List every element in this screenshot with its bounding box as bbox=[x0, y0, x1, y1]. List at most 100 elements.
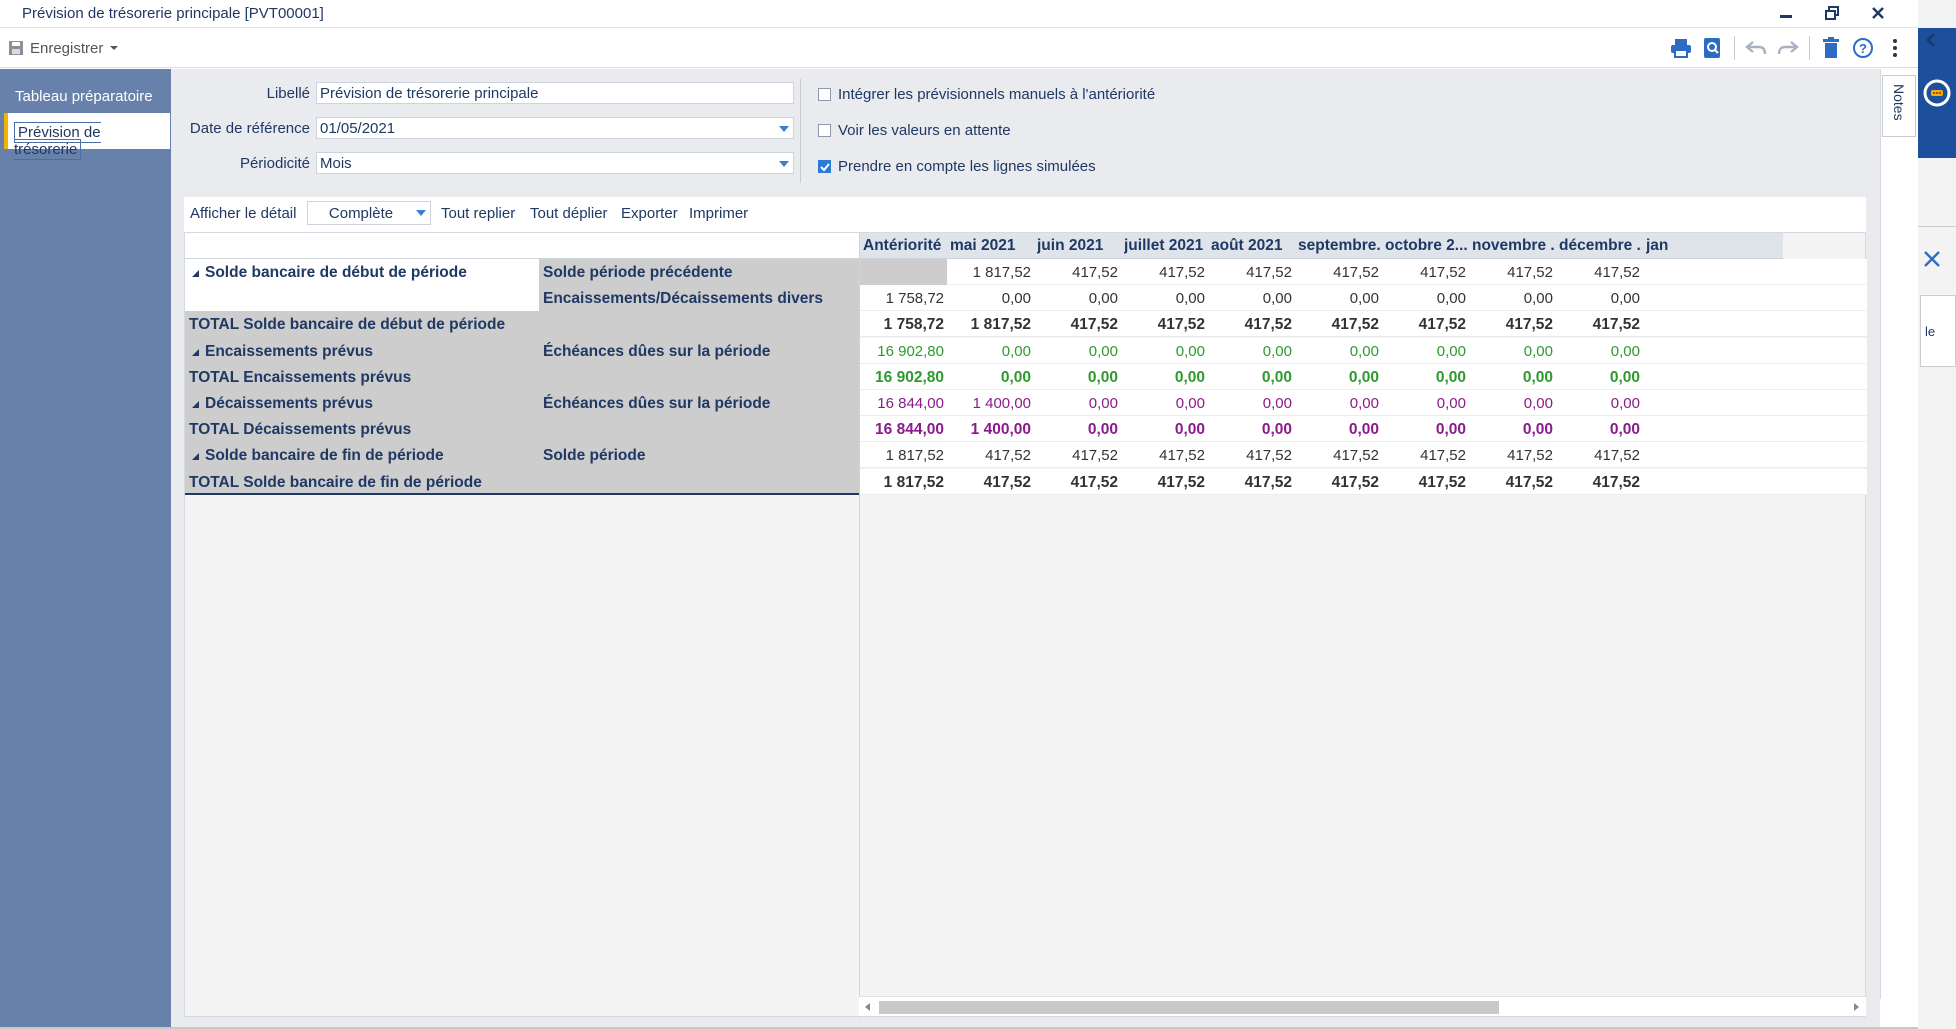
close-panel-icon[interactable] bbox=[1923, 250, 1941, 272]
detail-value: Complète bbox=[328, 205, 394, 222]
checkbox-box[interactable] bbox=[818, 160, 831, 173]
chevron-down-icon[interactable] bbox=[416, 210, 426, 216]
value-cell: 0,00 bbox=[1348, 421, 1379, 439]
row-group-label[interactable]: Solde bancaire de fin de période bbox=[192, 447, 444, 465]
detail-select[interactable]: Complète bbox=[307, 201, 431, 225]
value-cell: 417,52 bbox=[1331, 473, 1379, 491]
value-cell: 0,00 bbox=[1349, 342, 1379, 360]
column-header[interactable]: juin 2021 bbox=[1034, 233, 1121, 259]
column-header[interactable]: mai 2021 bbox=[947, 233, 1034, 259]
libelle-label: Libellé bbox=[266, 85, 310, 102]
chevron-down-icon[interactable] bbox=[779, 126, 789, 132]
collapse-triangle-icon[interactable] bbox=[192, 395, 199, 413]
print-preview-icon[interactable] bbox=[1700, 35, 1726, 61]
tout-deplier-link[interactable]: Tout déplier bbox=[530, 205, 608, 222]
save-button[interactable]: Enregistrer bbox=[8, 36, 119, 60]
column-header-label: août 2021 bbox=[1211, 237, 1283, 254]
more-options-icon[interactable] bbox=[1882, 35, 1908, 61]
redo-icon[interactable] bbox=[1775, 35, 1801, 61]
row-group-label[interactable]: Décaissements prévus bbox=[192, 395, 373, 413]
print-icon[interactable] bbox=[1668, 35, 1694, 61]
sidebar-item-label: Prévision de trésorerie bbox=[14, 122, 101, 160]
column-header[interactable]: décembre ... bbox=[1556, 233, 1643, 259]
horizontal-scrollbar[interactable] bbox=[859, 996, 1866, 1016]
side-panel: le bbox=[1918, 0, 1956, 1029]
right-panel bbox=[1880, 69, 1918, 999]
periodicite-select[interactable]: Mois bbox=[316, 152, 794, 174]
actions-bar: Afficher le détail Complète Tout replier… bbox=[184, 197, 1866, 232]
value-cell: 1 400,00 bbox=[972, 395, 1031, 412]
table-row: 16 902,80 0,00 0,00 0,00 0,00 0,00 0,00 0,00 0,0… bbox=[860, 337, 1867, 364]
value-cell: 0,00 bbox=[1436, 342, 1466, 360]
row-label-text: TOTAL Solde bancaire de fin de période bbox=[189, 473, 482, 491]
window-title: Prévision de trésorerie principale [PVT0… bbox=[22, 5, 324, 22]
checkbox-integrer-previsionnels[interactable]: Intégrer les prévisionnels manuels à l'a… bbox=[818, 86, 1155, 103]
checkbox-box[interactable] bbox=[818, 88, 831, 101]
sidebar-item-label: Tableau préparatoire bbox=[15, 88, 153, 105]
collapse-triangle-icon[interactable] bbox=[192, 343, 199, 361]
column-header[interactable]: jan bbox=[1643, 233, 1683, 259]
scroll-left-icon[interactable] bbox=[865, 1003, 871, 1011]
minimize-icon[interactable] bbox=[1772, 2, 1800, 26]
value-cell: 417,52 bbox=[1072, 447, 1118, 465]
chevron-left-icon[interactable] bbox=[1926, 33, 1936, 51]
svg-text:?: ? bbox=[1859, 41, 1867, 56]
imprimer-link[interactable]: Imprimer bbox=[689, 205, 749, 222]
value-cell: 0,00 bbox=[1001, 290, 1031, 308]
undo-icon[interactable] bbox=[1743, 35, 1769, 61]
value-cell: 0,00 bbox=[1435, 421, 1466, 439]
column-header-label: Antériorité bbox=[863, 237, 942, 254]
checkbox-lignes-simulees[interactable]: Prendre en compte les lignes simulées bbox=[818, 158, 1096, 175]
notes-tab[interactable]: Notes bbox=[1882, 75, 1916, 137]
checkbox-label: Prendre en compte les lignes simulées bbox=[838, 158, 1096, 175]
value-cell: 0,00 bbox=[1609, 368, 1640, 386]
value-cell: 417,52 bbox=[1070, 473, 1118, 491]
values-area: Antériorité mai 2021 juin 2021 juillet 2021… bbox=[859, 233, 1867, 1018]
app-logo-icon[interactable] bbox=[1922, 78, 1952, 112]
scrollbar-thumb[interactable] bbox=[879, 1001, 1499, 1014]
delete-icon[interactable] bbox=[1818, 35, 1844, 61]
checkbox-voir-valeurs-attente[interactable]: Voir les valeurs en attente bbox=[818, 122, 1011, 139]
column-header-label: novembre ... bbox=[1472, 237, 1555, 254]
row-group-label[interactable]: Solde bancaire de début de période bbox=[192, 264, 467, 282]
value-cell: 1 817,52 bbox=[972, 264, 1031, 281]
help-icon[interactable]: ? bbox=[1850, 35, 1876, 61]
restore-icon[interactable] bbox=[1818, 2, 1846, 26]
collapse-triangle-icon[interactable] bbox=[192, 264, 199, 282]
value-cell: 417,52 bbox=[1333, 447, 1379, 465]
column-header[interactable]: juillet 2021 bbox=[1121, 233, 1208, 259]
exporter-link[interactable]: Exporter bbox=[621, 205, 678, 222]
column-header[interactable]: novembre ... bbox=[1469, 233, 1556, 259]
value-cell: 1 758,72 bbox=[883, 316, 944, 334]
row-label-text: TOTAL Décaissements prévus bbox=[189, 421, 412, 439]
row-total-label: TOTAL Solde bancaire de début de période bbox=[189, 316, 505, 334]
scroll-right-icon[interactable] bbox=[1854, 1003, 1860, 1011]
tout-replier-link[interactable]: Tout replier bbox=[441, 205, 516, 222]
column-header[interactable]: octobre 2... bbox=[1382, 233, 1469, 259]
libelle-input[interactable]: Prévision de trésorerie principale bbox=[316, 82, 794, 104]
chevron-down-icon[interactable] bbox=[779, 161, 789, 167]
value-cell: 1 400,00 bbox=[970, 421, 1031, 439]
value-cell: 417,52 bbox=[1246, 264, 1292, 281]
date-reference-input[interactable]: 01/05/2021 bbox=[316, 117, 794, 139]
chevron-down-icon[interactable] bbox=[109, 43, 119, 53]
collapse-triangle-icon[interactable] bbox=[192, 447, 199, 465]
row-sub-label: Échéances dûes sur la période bbox=[543, 342, 771, 360]
column-header[interactable]: septembre... bbox=[1295, 233, 1382, 259]
sidebar-item-tableau-preparatoire[interactable]: Tableau préparatoire bbox=[0, 77, 171, 113]
column-header[interactable]: Antériorité bbox=[860, 233, 947, 259]
row-group-label[interactable]: Encaissements prévus bbox=[192, 343, 373, 361]
sidebar-item-prevision-tresorerie[interactable]: Prévision de trésorerie bbox=[4, 113, 170, 160]
value-cell: 0,00 bbox=[1174, 421, 1205, 439]
table-row: 1 817,52 417,52 417,52 417,52 417,52 417,52 41… bbox=[860, 468, 1867, 495]
column-header[interactable]: août 2021 bbox=[1208, 233, 1295, 259]
value-cell: 417,52 bbox=[985, 447, 1031, 465]
value-cell: 0,00 bbox=[1261, 421, 1292, 439]
column-header-label: septembre... bbox=[1298, 237, 1381, 254]
row-total-label: TOTAL Encaissements prévus bbox=[189, 369, 411, 387]
checkbox-box[interactable] bbox=[818, 124, 831, 137]
close-icon[interactable] bbox=[1864, 2, 1892, 26]
row-label-spacer bbox=[185, 259, 539, 311]
bottom-edge bbox=[0, 1027, 1918, 1029]
value-cell: 417,52 bbox=[1070, 316, 1118, 334]
